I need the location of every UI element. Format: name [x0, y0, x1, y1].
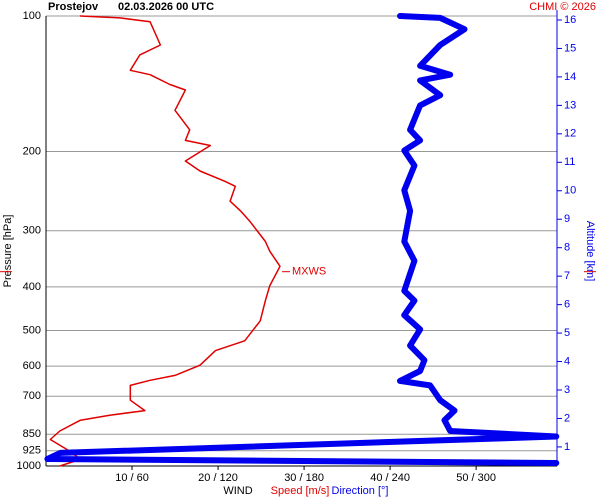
y2-tick-label: 15	[564, 42, 576, 54]
series-line	[49, 15, 281, 467]
y2-tick-label: 11	[564, 156, 575, 168]
y2-tick-label: 1	[564, 441, 570, 453]
x-tick-label: 40 / 240	[370, 472, 410, 484]
chart-title: Prostejov	[48, 1, 99, 13]
x-axis-label: WIND	[223, 485, 252, 497]
legend-entry: Direction [°]	[332, 485, 389, 497]
y-tick-label: 100	[23, 10, 41, 22]
y2-tick-label: 13	[564, 99, 576, 111]
y2-tick-label: 8	[564, 242, 570, 254]
credit: CHMI © 2026	[529, 1, 596, 13]
y-tick-label: 400	[23, 281, 41, 293]
y-tick-label: 1000	[17, 460, 41, 472]
series-line	[44, 13, 560, 466]
y-axis-label: Pressure [hPa]	[2, 215, 14, 288]
x-tick-label: 10 / 60	[115, 472, 149, 484]
y-tick-label: 850	[23, 428, 41, 440]
y2-tick-label: 12	[564, 128, 576, 140]
y-tick-label: 700	[23, 390, 41, 402]
y-tick-label: 500	[23, 324, 41, 336]
y2-tick-label: 3	[564, 384, 570, 396]
y-tick-label: 925	[23, 445, 41, 457]
x-tick-label: 50 / 300	[456, 472, 496, 484]
y-tick-label: 600	[23, 360, 41, 372]
annotation: MXWS	[292, 266, 326, 278]
y2-tick-label: 10	[564, 185, 576, 197]
y2-tick-label: 5	[564, 327, 570, 339]
y-tick-label: 300	[23, 225, 41, 237]
legend-entry: Speed [m/s]	[271, 485, 330, 497]
y2-tick-label: 9	[564, 213, 570, 225]
chart-subtitle: 02.03.2026 00 UTC	[118, 1, 214, 13]
y2-tick-label: 14	[564, 71, 576, 83]
y2-tick-label: 6	[564, 299, 570, 311]
x-tick-label: 20 / 120	[198, 472, 238, 484]
y2-tick-label: 4	[564, 355, 570, 367]
y2-tick-label: 2	[564, 412, 570, 424]
y2-tick-label: 16	[564, 14, 576, 26]
y2-tick-label: 7	[564, 270, 570, 282]
y2-axis-label: Altitude [km]	[584, 221, 596, 282]
x-tick-label: 30 / 180	[284, 472, 324, 484]
y-tick-label: 200	[23, 145, 41, 157]
